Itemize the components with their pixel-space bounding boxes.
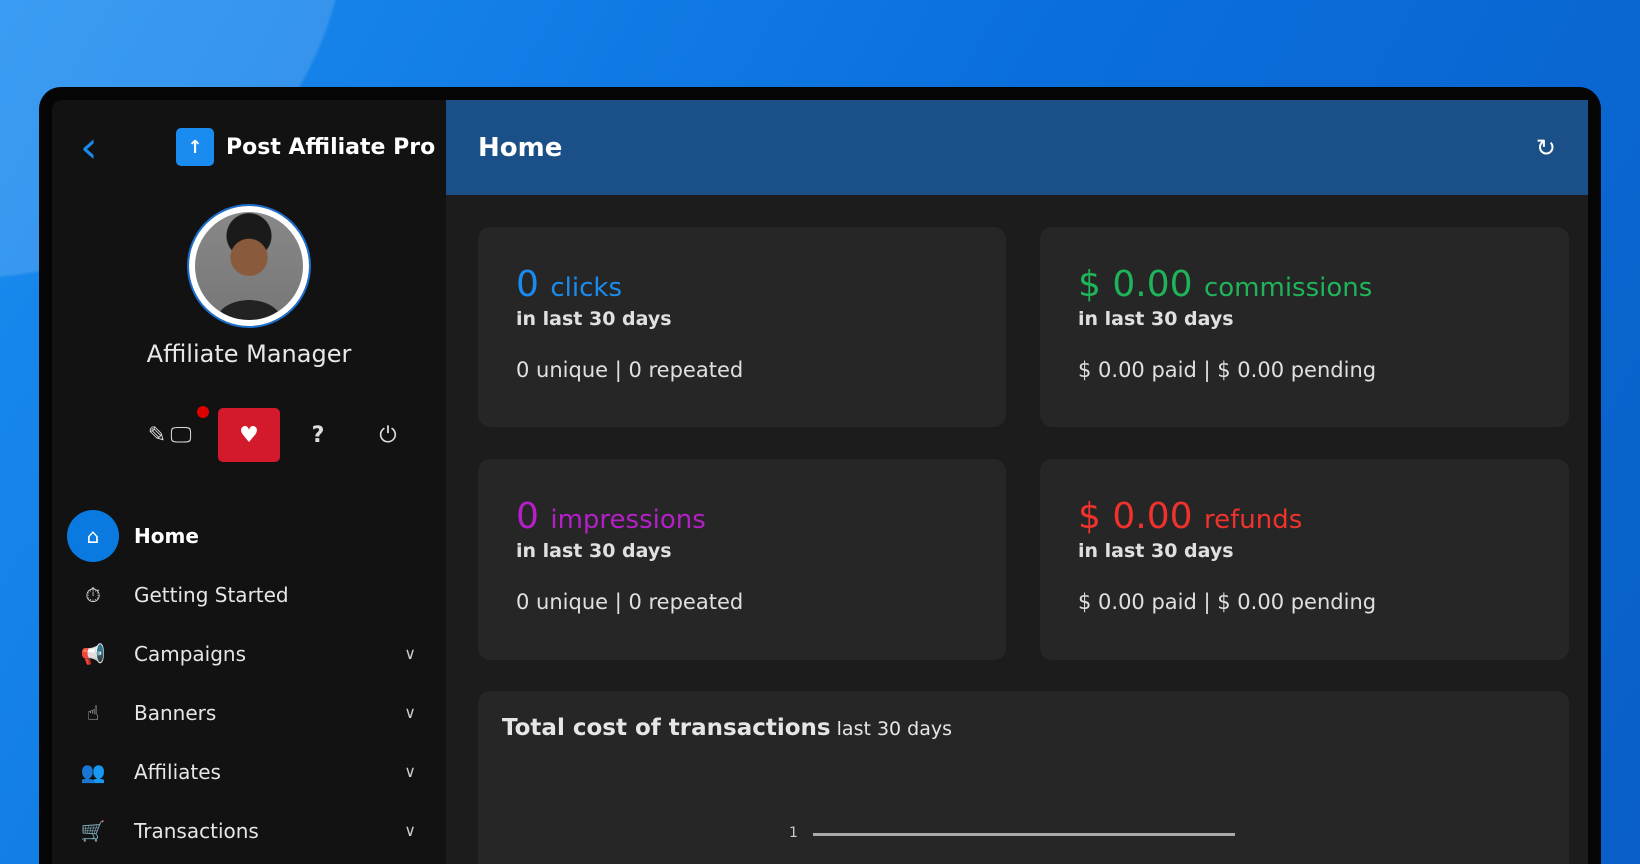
sidebar-item-label: Affiliates [134,759,221,784]
heartbeat-icon[interactable]: ♥ [218,408,280,462]
stat-unit: refunds [1203,505,1303,535]
stat-value: $ 0.00 [1078,264,1193,305]
stat-detail: 0 unique | 0 repeated [516,590,744,614]
stat-period: in last 30 days [516,540,672,562]
chevron-down-icon[interactable]: ∨ [404,821,416,840]
sidebar-item-transactions[interactable]: 🛒 Transactions ∨ [52,801,446,860]
sidebar-item-getting-started[interactable]: ⏱ Getting Started [52,565,446,624]
chart-gridline [813,833,1235,836]
stat-card-impressions: 0 impressions in last 30 days 0 unique |… [478,459,1006,660]
chevron-down-icon[interactable]: ∨ [404,703,416,722]
sidebar-nav: ⌂ Home ⏱ Getting Started 📢 Campaigns ∨ ☝ Bann… [52,506,446,860]
sidebar-item-label: Home [134,523,199,548]
avatar[interactable] [189,206,309,326]
toolbar: ✎ 🖵 ♥ ? ⏻ [52,406,446,462]
brand-name: Post Affiliate Pro [226,134,436,160]
chevron-down-icon[interactable]: ∨ [404,644,416,663]
sidebar-item-home[interactable]: ⌂ Home [52,506,446,565]
question-icon[interactable]: ? [311,422,325,448]
chart-subtitle: last 30 days [836,718,953,740]
chart-title: Total cost of transactions [502,715,831,741]
stat-value: 0 [516,264,539,305]
page-title: Home [478,132,563,163]
users-icon: 👥 [80,759,106,784]
monitor-icon[interactable]: 🖵 [170,422,192,448]
stat-value: $ 0.00 [1078,496,1193,537]
stat-detail: $ 0.00 paid | $ 0.00 pending [1078,590,1377,614]
stat-value: 0 [516,496,539,537]
sidebar-item-campaigns[interactable]: 📢 Campaigns ∨ [52,624,446,683]
basket-icon: 🛒 [80,818,106,843]
hand-pointer-icon: ☝ [86,700,100,725]
sidebar-item-label: Banners [134,700,217,725]
user-role: Affiliate Manager [146,340,352,368]
stat-unit: impressions [550,505,706,535]
stat-detail: $ 0.00 paid | $ 0.00 pending [1078,358,1377,382]
stopwatch-icon: ⏱ [85,582,101,607]
home-icon: ⌂ [67,509,119,562]
refresh-icon[interactable]: ↻ [1535,133,1556,162]
brand: ↑ Post Affiliate Pro [176,128,435,166]
stat-detail: 0 unique | 0 repeated [516,358,744,382]
chevron-down-icon[interactable]: ∨ [404,762,416,781]
sidebar-item-label: Getting Started [134,582,289,607]
notification-dot [197,406,209,418]
stat-unit: clicks [550,273,622,303]
power-icon[interactable]: ⏻ [379,422,397,448]
sidebar-item-banners[interactable]: ☝ Banners ∨ [52,683,446,742]
stat-card-clicks: 0 clicks in last 30 days 0 unique | 0 re… [478,227,1006,427]
sidebar-item-label: Transactions [134,818,259,843]
sidebar-item-affiliates[interactable]: 👥 Affiliates ∨ [52,742,446,801]
page-header: Home ↻ [446,100,1588,195]
back-chevron-icon[interactable]: ‹ [80,122,98,173]
y-tick-label: 1 [789,825,798,841]
stat-period: in last 30 days [1078,540,1234,562]
stat-period: in last 30 days [516,308,672,330]
chart-card-transactions: Total cost of transactions last 30 days … [478,691,1569,864]
logo-icon: ↑ [176,128,214,166]
stat-unit: commissions [1203,273,1373,303]
pencil-icon[interactable]: ✎ [147,422,167,448]
stat-card-commissions: $ 0.00 commissions in last 30 days $ 0.0… [1040,227,1569,427]
megaphone-icon: 📢 [80,641,106,666]
sidebar-item-label: Campaigns [134,641,247,666]
stat-card-refunds: $ 0.00 refunds in last 30 days $ 0.00 pa… [1040,459,1569,660]
stat-period: in last 30 days [1078,308,1234,330]
sidebar: ‹ ↑ Post Affiliate Pro Affiliate Manager… [52,100,446,864]
